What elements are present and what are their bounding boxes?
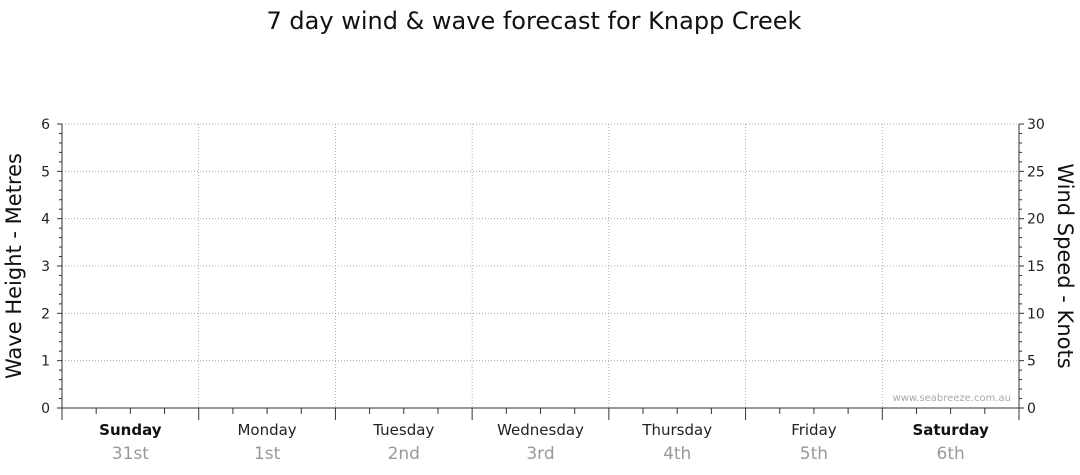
right-tick-label: 15 bbox=[1027, 259, 1045, 275]
day-name-label: Friday bbox=[791, 421, 837, 439]
left-tick-label: 3 bbox=[41, 259, 50, 275]
day-name-label: Tuesday bbox=[372, 421, 434, 439]
left-tick-label: 5 bbox=[41, 164, 50, 180]
left-tick-label: 4 bbox=[41, 212, 50, 228]
day-date-label: 31st bbox=[112, 444, 149, 464]
day-date-label: 2nd bbox=[388, 444, 420, 464]
left-axis-label: Wave Height - Metres bbox=[2, 153, 26, 379]
right-axis-label: Wind Speed - Knots bbox=[1053, 163, 1077, 368]
right-axis-ticks: 0 5 10 15 20 25 30 bbox=[1019, 117, 1045, 417]
left-tick-label: 2 bbox=[41, 306, 50, 322]
right-tick-label: 10 bbox=[1027, 306, 1045, 322]
day-name-label: Wednesday bbox=[497, 421, 584, 439]
day-name-label: Sunday bbox=[99, 421, 162, 439]
day-labels: Sunday 31st Monday 1st Tuesday 2nd Wednesday 3r… bbox=[61, 408, 1020, 464]
day-name-label: Thursday bbox=[641, 421, 712, 439]
left-tick-label: 0 bbox=[41, 401, 50, 417]
right-tick-label: 20 bbox=[1027, 212, 1045, 228]
grid-lines bbox=[62, 123, 1019, 408]
right-tick-label: 5 bbox=[1027, 354, 1036, 370]
right-tick-label: 0 bbox=[1027, 401, 1036, 417]
left-tick-label: 6 bbox=[41, 117, 50, 133]
watermark: www.seabreeze.com.au bbox=[893, 393, 1011, 404]
left-tick-label: 1 bbox=[41, 354, 50, 370]
right-tick-label: 30 bbox=[1027, 117, 1045, 133]
day-date-label: 3rd bbox=[526, 444, 554, 464]
day-date-label: 5th bbox=[800, 444, 828, 464]
day-date-label: 6th bbox=[937, 444, 965, 464]
chart-title: 7 day wind & wave forecast for Knapp Cre… bbox=[267, 7, 802, 35]
day-date-label: 1st bbox=[254, 444, 281, 464]
day-name-label: Monday bbox=[237, 421, 296, 439]
left-axis-ticks: 0 1 2 3 4 5 6 bbox=[41, 117, 62, 417]
day-name-label: Saturday bbox=[912, 421, 989, 439]
day-date-label: 4th bbox=[663, 444, 691, 464]
right-tick-label: 25 bbox=[1027, 164, 1045, 180]
